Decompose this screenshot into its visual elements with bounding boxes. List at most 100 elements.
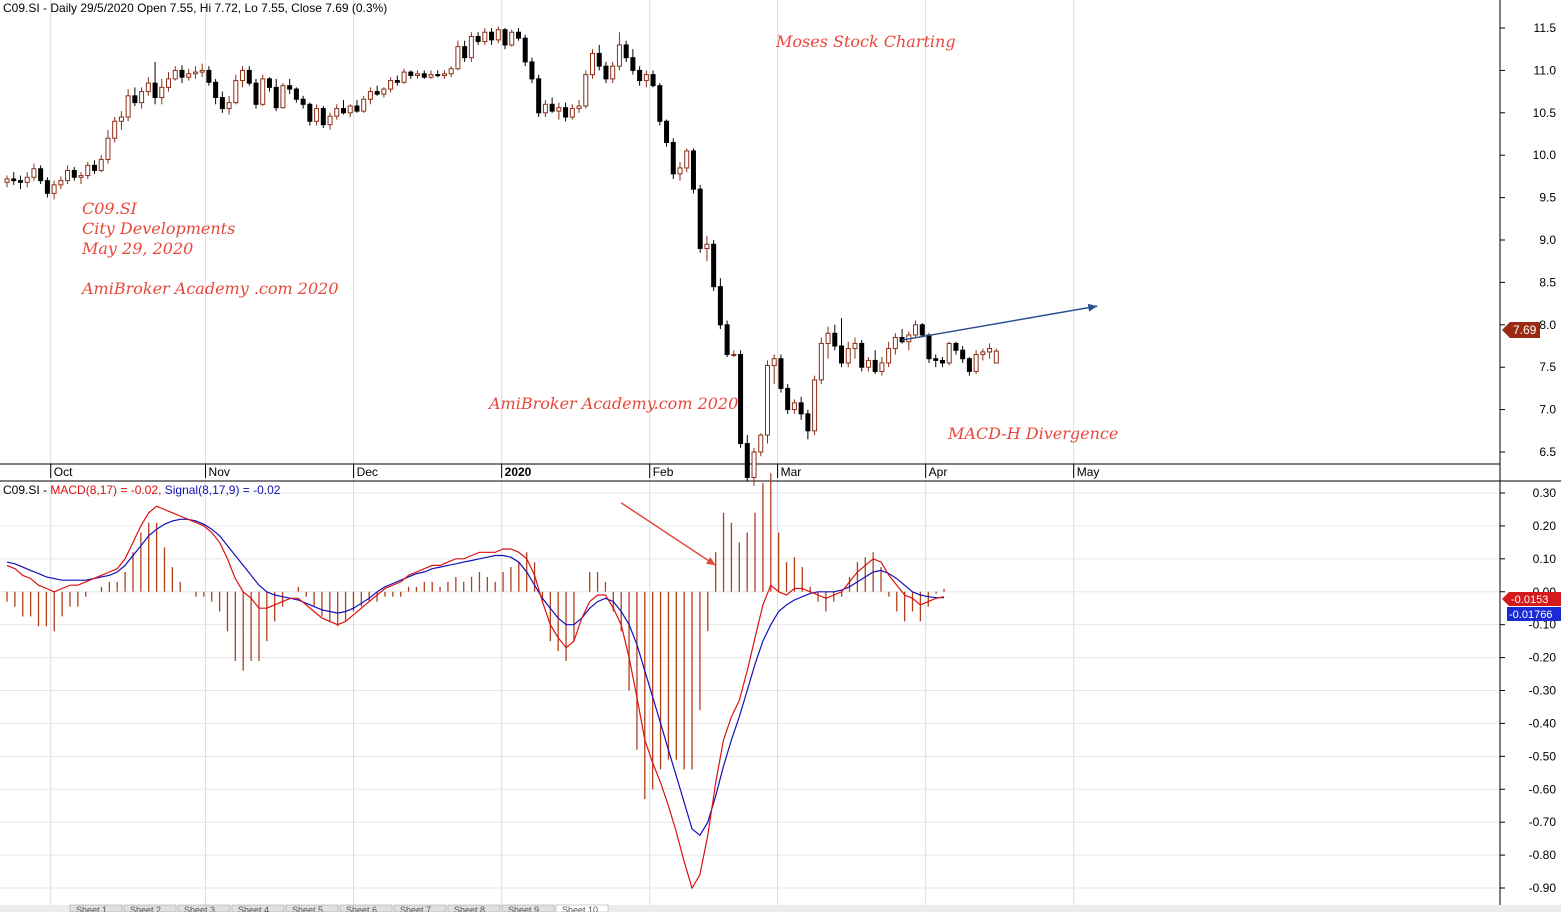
candle-body [758,434,764,453]
candle [334,104,340,120]
candle-body [751,451,757,478]
last-close-value: 7.69 [1513,323,1537,337]
candle-body [569,108,575,118]
candle-body [401,71,407,83]
candle-body [865,359,871,368]
annotation-date: May 29, 2020 [81,239,193,258]
candle-body [657,85,663,122]
candle-body [415,73,421,76]
candle-body [341,108,346,114]
candle [65,165,71,185]
sheet-tab[interactable]: Sheet 10 [555,904,609,915]
macd-value: -0.0153 [1511,594,1548,606]
candle [367,87,373,105]
candle [643,70,649,88]
sheet-tab[interactable]: Sheet 3 [177,904,231,915]
macd-ytick-label: -0.80 [1529,848,1557,862]
candle-body [105,137,111,160]
candle [637,66,643,86]
candle-body [960,349,966,360]
candle-body [872,359,878,372]
candle-body [764,365,770,436]
candle [933,354,939,368]
macd-value-tag: -0.0153 [1502,592,1561,606]
candle-body [468,35,474,59]
candle-body [31,168,37,178]
sheet-tab[interactable]: Sheet 7 [393,904,447,915]
candle-body [509,31,515,46]
candle-body [219,97,225,110]
candle-body [576,105,582,110]
candle [145,77,151,96]
candle-body [583,74,589,107]
candle-body [455,46,461,70]
candle [684,148,690,173]
candle [939,357,945,368]
candle-body [637,69,643,82]
candle [764,360,770,444]
candle-body [542,103,548,114]
candle [71,167,77,181]
candle [408,70,414,79]
candle [468,32,474,62]
candle [233,74,239,105]
candle-body [381,88,387,95]
candle [650,70,656,88]
candle-body [933,358,939,361]
sheet-tab[interactable]: Sheet 6 [339,904,393,915]
month-label: 2020 [505,465,532,479]
candle [51,180,57,200]
candle-body [327,115,333,126]
sheet-tab-label: Sheet 4 [238,905,269,912]
candle-body [623,44,629,59]
sheet-tab[interactable]: Sheet 1 [69,904,123,915]
candle-body [953,342,959,351]
candle [327,112,333,130]
candle-body [596,52,602,67]
candle [394,75,400,86]
sheet-tab[interactable]: Sheet 2 [123,904,177,915]
candle-body [717,286,723,326]
month-label: Dec [357,465,378,479]
candle-body [172,69,178,80]
candle [778,354,784,393]
price-ytick-label: 9.5 [1539,191,1556,205]
candle-body [98,158,104,171]
candle-body [394,80,400,83]
candle [482,28,488,45]
candle [603,61,609,84]
candle [125,89,131,122]
candle [711,240,717,291]
candle [91,160,97,174]
candle [293,87,299,103]
candle [388,77,394,93]
candle-body [65,169,71,182]
candle-body [51,184,57,194]
candle [980,348,986,361]
sheet-tab-label: Sheet 10 [562,905,598,912]
candle [919,323,925,338]
candle-body [186,73,192,78]
sheet-tab[interactable]: Sheet 9 [501,904,555,915]
candle-body [260,78,266,105]
candle-body [11,178,17,182]
annotation-ticker: C09.SI [82,199,138,218]
candle [428,70,434,79]
candle [266,77,272,92]
candle [502,28,508,50]
candle [11,172,17,185]
candle [677,161,683,181]
candle [475,32,481,45]
sheet-tab[interactable]: Sheet 5 [285,904,339,915]
candle-body [798,402,804,415]
macd-line [6,505,945,890]
sheet-tab[interactable]: Sheet 8 [447,904,501,915]
candle-body [495,29,501,41]
sheet-tab[interactable]: Sheet 4 [231,904,285,915]
price-ytick-label: 10.0 [1533,148,1557,162]
candle-body [744,443,750,478]
candle [374,85,380,96]
candle [993,348,999,364]
annotation-moses: Moses Stock Charting [775,32,956,51]
